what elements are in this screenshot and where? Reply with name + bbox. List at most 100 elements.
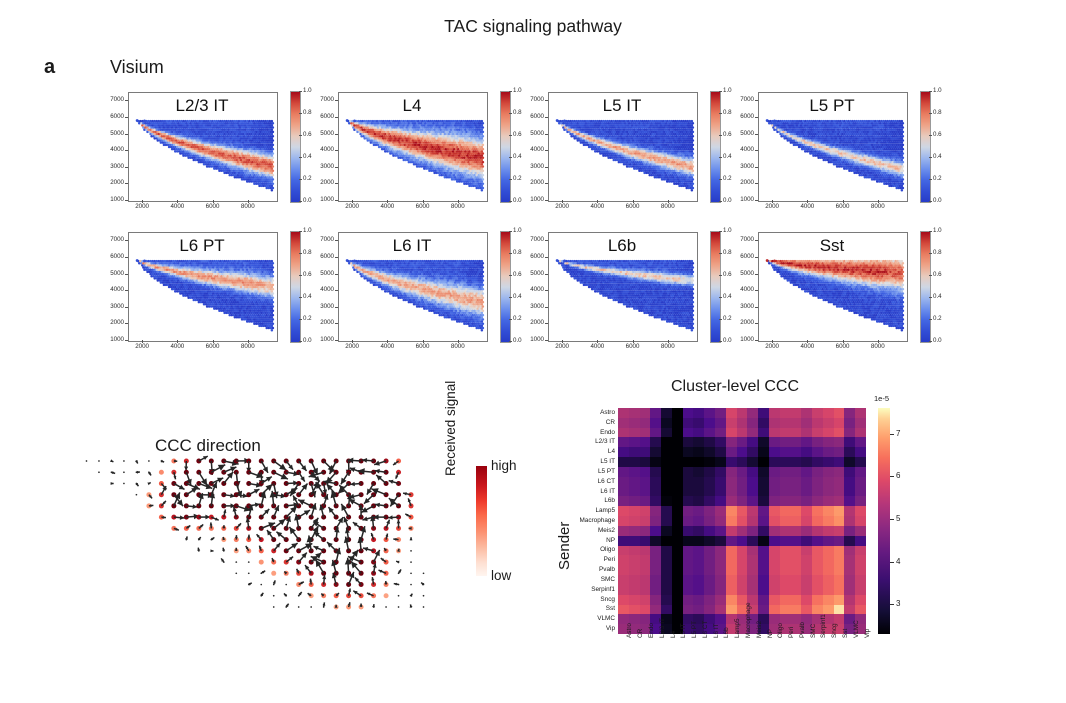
y-tick-label: 7000 [110, 236, 124, 244]
value-colorbar [500, 91, 511, 203]
heatmap-cell [768, 437, 780, 448]
y-tick-mark [755, 240, 758, 242]
heatmap-cell [671, 555, 683, 566]
heatmap-row-label: Astro [600, 408, 615, 416]
heatmap-cell [801, 427, 813, 438]
ccc-direction-quiver-plot [70, 455, 440, 615]
y-tick-mark [755, 290, 758, 292]
y-tick-label: 4000 [320, 286, 334, 294]
heatmap-row-label: L5 PT [597, 467, 615, 475]
heatmap-cell [704, 565, 716, 576]
colorbar-tick-label: 0.4 [933, 153, 942, 160]
heatmap-colorbar-tick-mark [890, 476, 894, 478]
heatmap-cell [704, 604, 716, 615]
heatmap-cell [747, 594, 759, 605]
heatmap-col-label: Astro [626, 623, 634, 638]
heatmap-cell [618, 437, 629, 448]
heatmap-cell [747, 437, 759, 448]
colorbar-tick-label: 0.0 [303, 197, 312, 204]
heatmap-cell [639, 604, 651, 615]
heatmap-cell [801, 408, 813, 418]
y-tick-label: 2000 [740, 319, 754, 327]
plot-frame [758, 92, 908, 202]
x-tick-label: 4000 [170, 343, 185, 350]
heatmap-cell [747, 525, 759, 536]
heatmap-cell [725, 584, 737, 595]
heatmap-cell [650, 525, 662, 536]
colorbar-tick-mark [509, 179, 512, 180]
colorbar-tick-mark [299, 201, 302, 202]
x-tick-mark [842, 200, 844, 203]
heatmap-cell [812, 466, 823, 477]
heatmap-cell [812, 476, 823, 487]
colorbar-tick-label: 0.6 [723, 131, 732, 138]
heatmap-colorbar-tick-label: 3 [896, 599, 901, 609]
heatmap-cell [650, 447, 662, 458]
x-tick-label: 8000 [660, 343, 675, 350]
x-tick-label: 4000 [380, 343, 395, 350]
heatmap-cell [844, 584, 856, 595]
heatmap-sender-axis-label: Sender [556, 521, 573, 570]
heatmap-cell [671, 545, 683, 556]
heatmap-cell [639, 437, 651, 448]
heatmap-cell [682, 535, 694, 546]
y-tick-label: 1000 [110, 336, 124, 343]
heatmap-col-label: CR [637, 628, 645, 638]
heatmap-row-label: Pvalb [599, 566, 615, 574]
heatmap-cell [715, 545, 726, 556]
heatmap-cell [682, 604, 694, 615]
heatmap-cell [779, 565, 791, 576]
y-tick-label: 1000 [110, 196, 124, 203]
colorbar-tick-label: 0.4 [303, 153, 312, 160]
heatmap-cell [779, 476, 791, 487]
plot-frame [758, 232, 908, 342]
heatmap-cell [639, 535, 651, 546]
heatmap-cell [747, 447, 759, 458]
heatmap-cell [779, 447, 791, 458]
colorbar-tick-label: 0.2 [513, 315, 522, 322]
heatmap-cell [650, 614, 662, 625]
heatmap-cell [693, 575, 705, 585]
x-tick-label: 6000 [625, 343, 640, 350]
heatmap-cell [650, 575, 662, 585]
heatmap-cell [715, 476, 726, 487]
heatmap-cell [650, 476, 662, 487]
heatmap-cell [704, 575, 716, 585]
y-tick-mark [755, 340, 758, 341]
heatmap-cell [704, 457, 716, 467]
heatmap-cell [736, 555, 748, 566]
heatmap-cell [693, 496, 705, 507]
heatmap-cell [618, 466, 629, 477]
heatmap-cell [618, 575, 629, 585]
y-tick-label: 4000 [530, 286, 544, 294]
heatmap-cell [844, 466, 856, 477]
heatmap-cell [833, 575, 845, 585]
heatmap-row-label: Vip [605, 625, 615, 633]
plot-frame [548, 92, 698, 202]
colorbar-tick-mark [929, 319, 932, 320]
y-tick-mark [755, 183, 758, 185]
heatmap-cell [736, 565, 748, 576]
heatmap-cell [628, 427, 640, 438]
heatmap-cell [833, 437, 845, 448]
colorbar-tick-mark [299, 341, 302, 342]
heatmap-col-label: L6 CT [701, 620, 709, 638]
heatmap-cell [682, 555, 694, 566]
heatmap-cell [725, 525, 737, 536]
heatmap-cell [671, 594, 683, 605]
visium-spot-map [339, 93, 487, 201]
heatmap-col-label: Vip [863, 628, 871, 638]
heatmap-col-label: Serpinf1 [820, 614, 828, 638]
colorbar-tick-mark [299, 297, 302, 298]
heatmap-row-label: Meis2 [597, 526, 615, 534]
colorbar-tick-mark [509, 231, 512, 232]
heatmap-cell [650, 437, 662, 448]
heatmap-cell [661, 408, 672, 418]
heatmap-cell [736, 506, 748, 517]
y-tick-label: 3000 [530, 302, 544, 310]
heatmap-col-label: L5 PT [691, 620, 699, 638]
heatmap-cell [855, 506, 866, 517]
heatmap-col-label: NP [766, 629, 774, 638]
heatmap-cell [715, 486, 726, 497]
heatmap-cell [639, 486, 651, 497]
